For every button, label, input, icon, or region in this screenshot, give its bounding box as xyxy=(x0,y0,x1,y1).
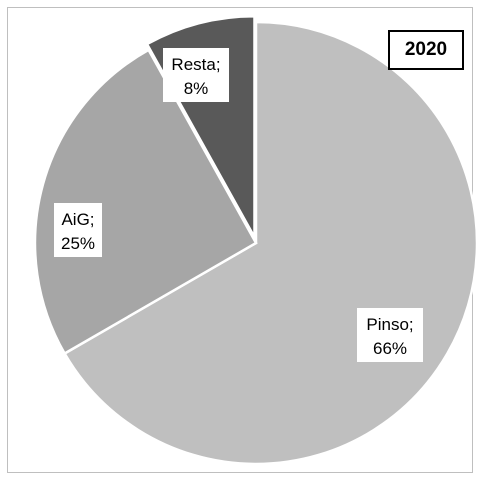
data-label-bg-aig xyxy=(54,203,102,257)
data-label-name-resta: Resta; xyxy=(171,55,220,74)
pie-slice-aig xyxy=(33,48,258,356)
data-label-bg-pinso xyxy=(357,308,423,362)
data-label-value-pinso: 66% xyxy=(373,339,407,358)
data-label-value-aig: 25% xyxy=(61,234,95,253)
data-label-value-resta: 8% xyxy=(184,79,209,98)
chart-title: 2020 xyxy=(388,30,464,70)
data-label-bg-resta xyxy=(163,48,229,102)
data-label-name-aig: AiG; xyxy=(61,210,94,229)
data-label-name-pinso: Pinso; xyxy=(366,315,413,334)
pie-labels: Pinso; 66% AiG; 25% Resta; 8% xyxy=(54,48,423,362)
